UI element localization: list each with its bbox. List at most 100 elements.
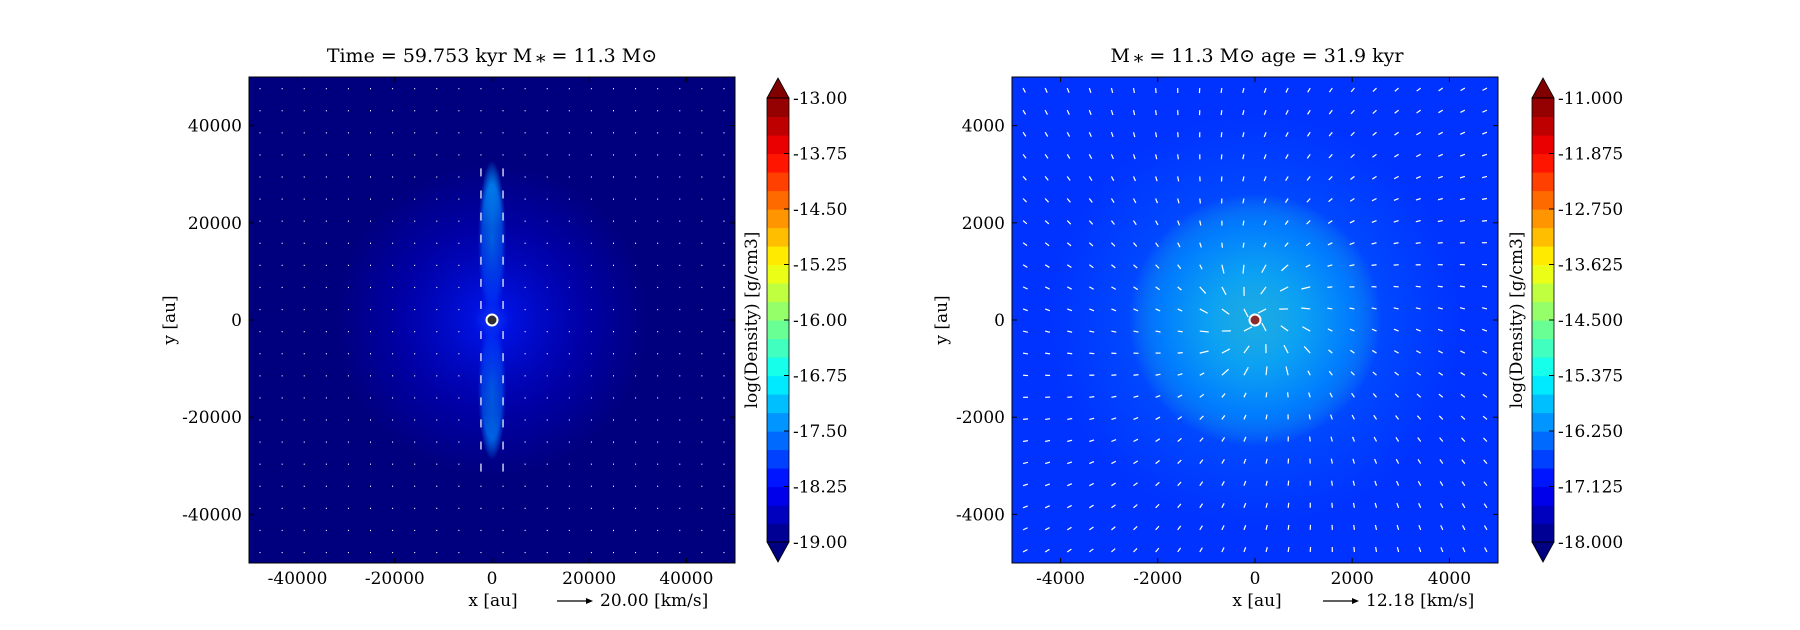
- velocity-arrow: [1088, 526, 1094, 531]
- velocity-arrow: [1199, 330, 1209, 333]
- colorbar-tick-label: -16.00: [793, 311, 847, 331]
- velocity-arrow: [1506, 482, 1509, 486]
- velocity-arrow: [1439, 437, 1444, 442]
- velocity-arrow: [1177, 503, 1182, 509]
- x-tick-label: 40000: [659, 569, 713, 589]
- colorbar-segment: [1532, 172, 1554, 192]
- y-tick-label: -20000: [182, 408, 242, 428]
- velocity-arrow: [1044, 461, 1051, 465]
- velocity-arrow: [1328, 109, 1333, 115]
- colorbar-segment: [767, 153, 789, 173]
- velocity-arrow: [1066, 131, 1071, 137]
- velocity-arrow: [1022, 220, 1028, 225]
- velocity-arrow: [1418, 502, 1422, 509]
- velocity-arrow: [1199, 437, 1204, 442]
- velocity-arrow: [1088, 264, 1094, 269]
- velocity-arrow: [1396, 524, 1400, 531]
- velocity-arrow: [1155, 242, 1159, 248]
- velocity-arrow: [1089, 66, 1090, 71]
- velocity-arrow: [1022, 352, 1029, 355]
- colorbar-segment: [1532, 468, 1554, 488]
- velocity-arrow: [1243, 458, 1247, 464]
- velocity-arrow: [1133, 504, 1138, 509]
- velocity-arrow: [1022, 131, 1027, 137]
- velocity-arrow: [1088, 131, 1092, 138]
- right-colorbar: -18.000 -17.125 -16.250 -15.375 -14.500 -13.6…: [1531, 77, 1623, 563]
- velocity-arrow: [1133, 460, 1139, 465]
- velocity-arrow: [1482, 131, 1488, 135]
- velocity-arrow: [1089, 439, 1095, 443]
- velocity-arrow: [1371, 307, 1377, 310]
- velocity-arrow: [1257, 308, 1267, 314]
- velocity-arrow: [1460, 372, 1466, 376]
- velocity-arrow: [1287, 480, 1290, 486]
- velocity-arrow: [1505, 438, 1509, 441]
- velocity-arrow: [1199, 286, 1207, 294]
- velocity-arrow: [1307, 87, 1311, 93]
- velocity-arrow: [1111, 264, 1116, 269]
- velocity-arrow: [1350, 87, 1355, 93]
- velocity-arrow: [1504, 110, 1509, 112]
- velocity-arrow: [1482, 437, 1488, 442]
- velocity-arrow: [1022, 242, 1028, 247]
- velocity-arrow: [1022, 483, 1028, 487]
- velocity-arrow: [1302, 326, 1311, 332]
- right-x-axis-label: x [au]: [1232, 591, 1281, 611]
- colorbar-segment: [1532, 375, 1554, 395]
- velocity-arrow: [1285, 176, 1289, 182]
- colorbar-tick-label: -14.500: [1558, 311, 1623, 331]
- left-quiver-key-label: 20.00 [km/s]: [600, 591, 708, 611]
- colorbar-segment: [1532, 135, 1554, 155]
- velocity-arrow: [1506, 526, 1509, 530]
- velocity-arrow: [1461, 481, 1466, 487]
- velocity-arrow: [1331, 480, 1333, 486]
- velocity-arrow: [1350, 371, 1355, 376]
- velocity-arrow: [1199, 393, 1205, 398]
- velocity-arrow: [1437, 220, 1443, 223]
- left-quiver-key-arrowhead: [586, 598, 593, 604]
- velocity-arrow: [1155, 395, 1161, 398]
- velocity-arrow: [1110, 109, 1114, 116]
- velocity-arrow: [1044, 527, 1050, 531]
- velocity-arrow: [1351, 436, 1355, 442]
- velocity-arrow: [1243, 524, 1247, 531]
- velocity-arrow: [1459, 175, 1466, 179]
- velocity-arrow: [1284, 220, 1289, 225]
- velocity-arrow: [1393, 242, 1399, 245]
- velocity-arrow: [1022, 308, 1028, 312]
- velocity-arrow: [1221, 547, 1225, 553]
- x-tick-label: 0: [1250, 569, 1261, 589]
- velocity-arrow: [1066, 548, 1072, 553]
- colorbar-extend-max: [1531, 77, 1555, 99]
- velocity-arrow: [1418, 524, 1422, 531]
- colorbar-tick-label: -17.50: [793, 422, 847, 442]
- velocity-arrow: [1022, 198, 1028, 203]
- velocity-arrow: [1349, 264, 1355, 267]
- velocity-arrow: [1111, 504, 1116, 509]
- velocity-arrow: [1506, 504, 1509, 508]
- velocity-arrow: [1022, 461, 1029, 465]
- velocity-arrow: [1287, 502, 1290, 508]
- velocity-arrow: [1395, 436, 1400, 442]
- velocity-arrow: [1242, 220, 1245, 226]
- velocity-arrow: [1416, 393, 1422, 398]
- velocity-arrow: [1415, 153, 1421, 158]
- velocity-arrow: [1437, 307, 1443, 310]
- velocity-arrow: [1483, 525, 1488, 531]
- velocity-arrow: [1461, 437, 1466, 442]
- velocity-arrow: [1177, 525, 1182, 531]
- velocity-arrow: [1353, 546, 1356, 553]
- velocity-arrow: [1373, 436, 1378, 442]
- velocity-arrow: [1415, 197, 1421, 201]
- velocity-arrow: [1307, 109, 1311, 115]
- velocity-arrow: [1460, 350, 1466, 354]
- y-tick-label: 20000: [188, 214, 242, 234]
- right-density-map: [1011, 66, 1509, 564]
- velocity-arrow: [1155, 525, 1160, 531]
- velocity-arrow: [1110, 176, 1115, 182]
- velocity-arrow: [1110, 132, 1114, 138]
- velocity-arrow: [1243, 392, 1247, 398]
- velocity-arrow: [1199, 308, 1208, 314]
- velocity-arrow: [1352, 458, 1355, 464]
- velocity-arrow: [1483, 481, 1488, 487]
